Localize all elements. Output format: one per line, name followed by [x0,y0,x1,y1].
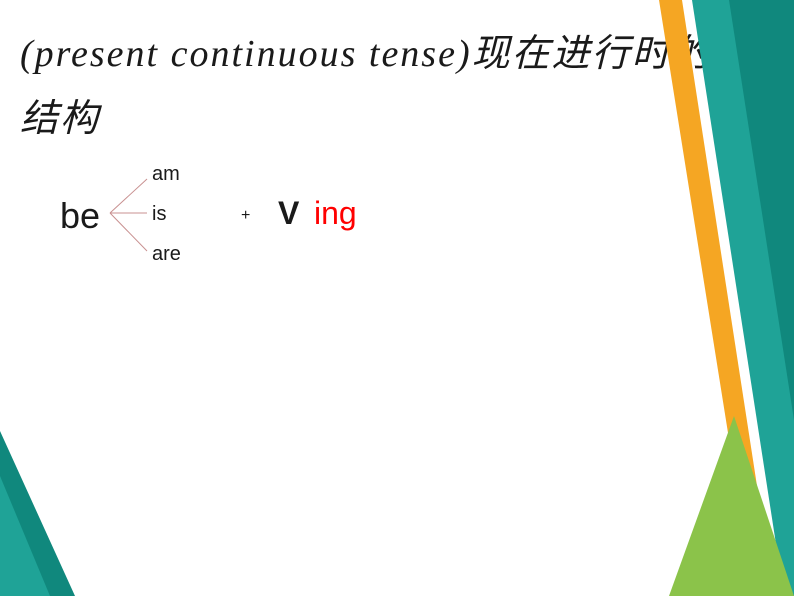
are-text: are [152,243,181,265]
v-text: V [278,195,299,231]
branch-are: are [152,243,181,266]
decor-green-br [669,416,794,596]
plus-sign: + [241,207,250,225]
be-word: be [60,195,100,237]
am-text: am [152,163,180,185]
ing-content: ing [314,195,357,231]
decor-left-triangle [0,376,120,596]
be-text: be [60,195,100,236]
plus-text: + [241,207,250,224]
branch-am: am [152,163,180,186]
v-letter: V [278,195,299,232]
decor-bottom-right [574,416,794,596]
is-text: is [152,203,166,225]
branch-is: is [152,203,166,226]
ing-text: ing [314,195,357,232]
branch-line-am [110,179,147,213]
branch-line-are [110,213,147,251]
